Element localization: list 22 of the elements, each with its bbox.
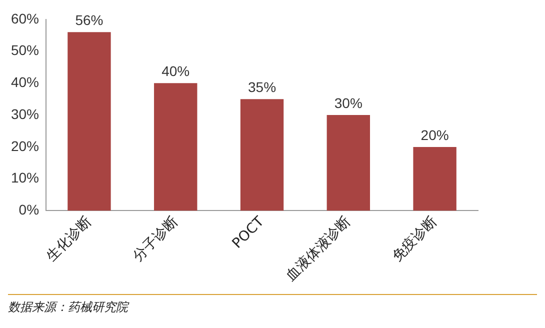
y-tick-label: 30% (10, 106, 40, 122)
y-tick-label: 60% (10, 10, 40, 26)
y-tick-label: 20% (10, 138, 40, 154)
source-note: 数据来源：药械研究院 (8, 299, 130, 316)
y-tick-label: 10% (10, 170, 40, 186)
x-tick-label: 免疫诊断 (389, 214, 440, 265)
x-tick-label: 分子诊断 (130, 214, 182, 265)
bar (240, 99, 284, 211)
y-tick-label: 40% (10, 74, 40, 90)
bar (68, 32, 111, 211)
data-label: 35% (248, 78, 276, 95)
bar (154, 83, 198, 211)
bar (413, 146, 456, 211)
data-label: 40% (162, 63, 190, 80)
y-tick-label: 0% (18, 202, 40, 218)
bar (326, 115, 370, 211)
data-label: 20% (420, 126, 449, 143)
data-label: 30% (334, 94, 362, 111)
x-tick-label: 生化诊断 (44, 214, 95, 265)
x-tick-label: 血液体液诊断 (283, 214, 354, 284)
y-tick-label: 50% (10, 42, 40, 58)
data-label: 56% (75, 12, 104, 28)
